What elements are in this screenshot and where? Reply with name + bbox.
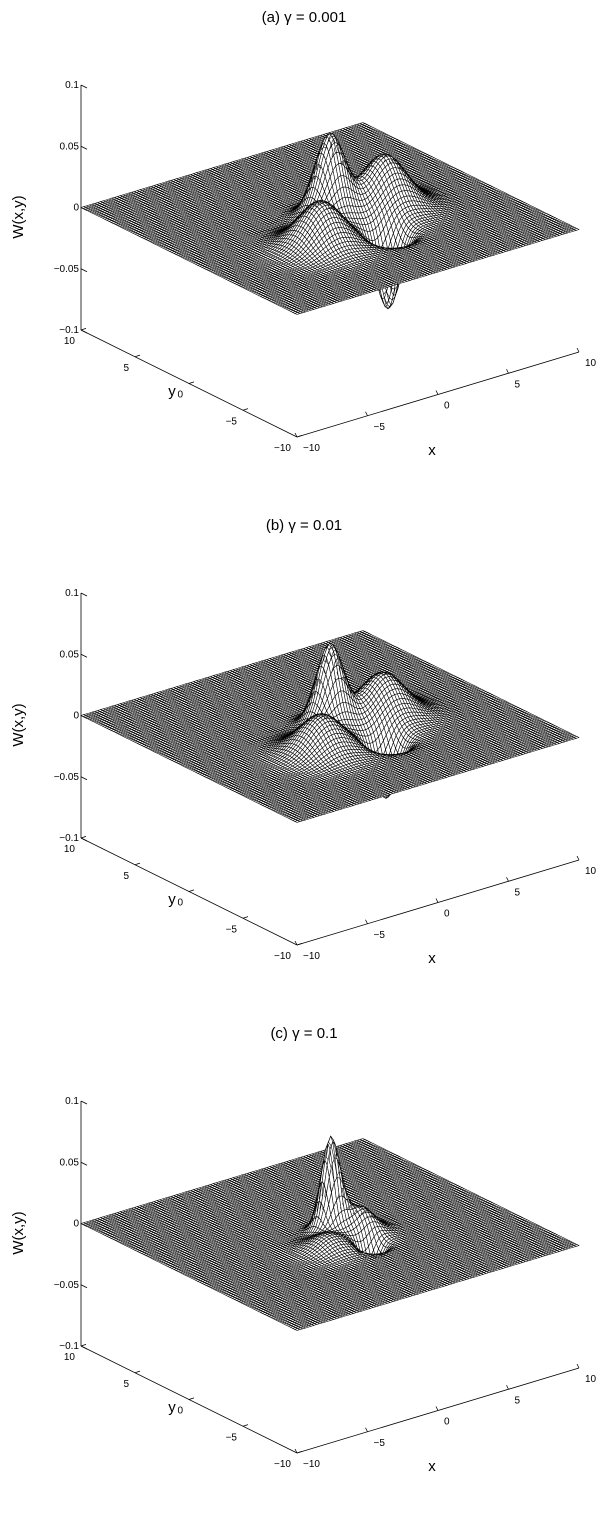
z-axis-label: W(x,y): [10, 195, 27, 238]
x-tick-label: 0: [444, 401, 450, 412]
y-tick-mark: [189, 382, 194, 384]
x-tick-mark: [577, 348, 579, 352]
x-tick-mark: [366, 412, 368, 416]
y-axis-label: y: [168, 383, 176, 400]
y-tick-label: −10: [274, 443, 291, 454]
x-axis-label: x: [428, 442, 436, 459]
y-tick-label: 5: [123, 363, 129, 374]
y-tick-mark: [243, 409, 248, 411]
y-tick-label: −5: [226, 416, 238, 427]
x-tick-mark: [507, 369, 509, 373]
x-tick-label: 5: [515, 379, 521, 390]
z-tick-label: 0: [73, 203, 79, 214]
surface-mesh: [81, 123, 579, 315]
x-tick-label: −10: [303, 443, 320, 454]
z-tick-mark: [81, 269, 87, 272]
panel-title: (a) γ = 0.001: [262, 9, 347, 26]
z-tick-mark: [81, 85, 87, 88]
z-tick-label: −0.1: [59, 325, 79, 336]
y-tick-mark: [135, 355, 140, 357]
x-tick-label: 10: [585, 358, 597, 369]
z-tick-label: 0.05: [60, 141, 80, 152]
x-tick-label: −5: [374, 422, 386, 433]
y-tick-label: 10: [64, 336, 76, 347]
surface-panel-0: (a) γ = 0.001 −0.1 −0.05 0 0.05 0.1 W(x,y) −10 −…: [10, 9, 597, 459]
z-tick-mark: [81, 146, 87, 149]
y-tick-label: 0: [177, 390, 183, 401]
z-tick-label: −0.05: [54, 264, 80, 275]
x-tick-mark: [436, 391, 438, 395]
z-tick-label: 0.1: [65, 80, 79, 91]
y-tick-mark: [81, 328, 86, 330]
